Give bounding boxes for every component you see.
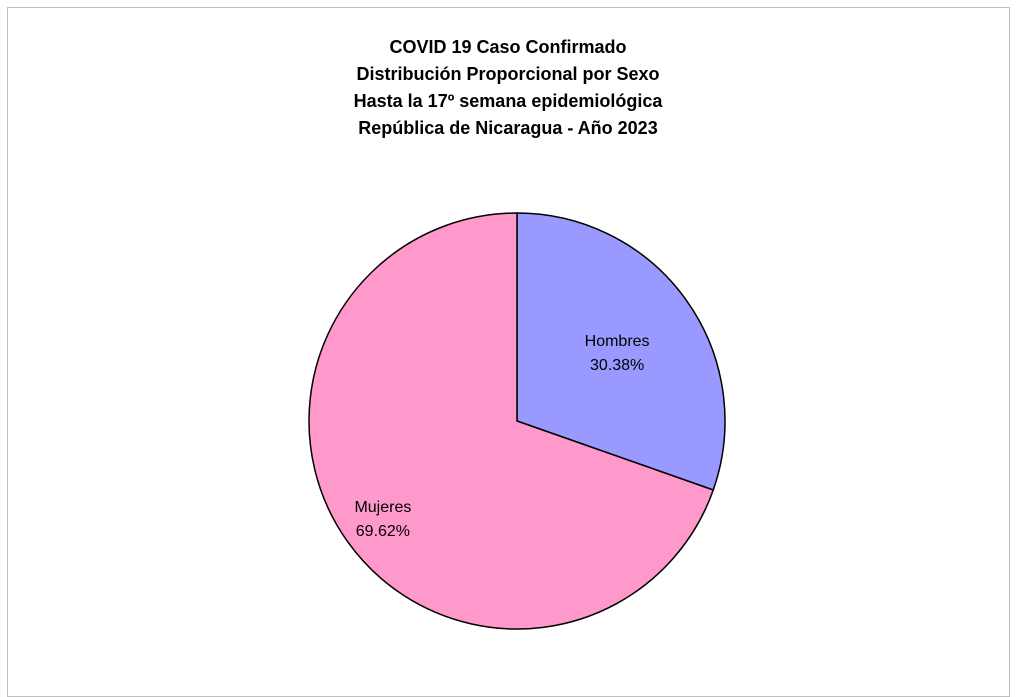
chart-title-line-1: COVID 19 Caso Confirmado: [389, 37, 627, 57]
slice-label-mujeres: Mujeres: [354, 499, 411, 516]
chart-title-line-2: Distribución Proporcional por Sexo: [356, 64, 660, 84]
slice-label-hombres: Hombres: [585, 333, 650, 350]
pie-slices: [308, 212, 726, 630]
chart-title-line-3: Hasta la 17º semana epidemiológica: [353, 91, 663, 111]
slice-value-hombres: 30.38%: [590, 357, 644, 374]
pie-slice-mujeres: [308, 212, 715, 630]
chart-title: COVID 19 Caso Confirmado Distribución Pr…: [0, 34, 1016, 142]
pie-slice-hombres: [516, 212, 726, 491]
pie-labels: Hombres 30.38% Mujeres 69.62%: [354, 333, 649, 540]
slice-value-mujeres: 69.62%: [356, 523, 410, 540]
chart-title-line-4: República de Nicaragua - Año 2023: [358, 118, 658, 138]
